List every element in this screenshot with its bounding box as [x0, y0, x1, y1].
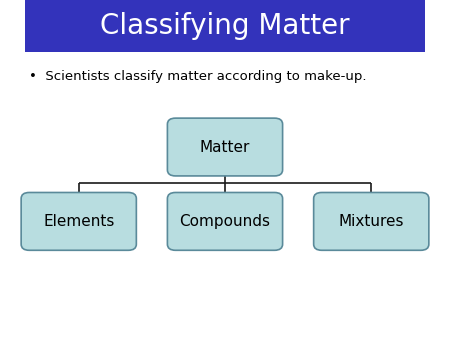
FancyBboxPatch shape	[314, 193, 429, 250]
FancyBboxPatch shape	[21, 193, 136, 250]
Text: Elements: Elements	[43, 214, 114, 229]
Text: •  Scientists classify matter according to make-up.: • Scientists classify matter according t…	[29, 70, 367, 82]
Text: Compounds: Compounds	[180, 214, 270, 229]
FancyBboxPatch shape	[167, 118, 283, 176]
FancyBboxPatch shape	[167, 193, 283, 250]
Text: Classifying Matter: Classifying Matter	[100, 12, 350, 40]
Text: Mixtures: Mixtures	[338, 214, 404, 229]
Text: Matter: Matter	[200, 140, 250, 154]
FancyBboxPatch shape	[25, 0, 425, 52]
